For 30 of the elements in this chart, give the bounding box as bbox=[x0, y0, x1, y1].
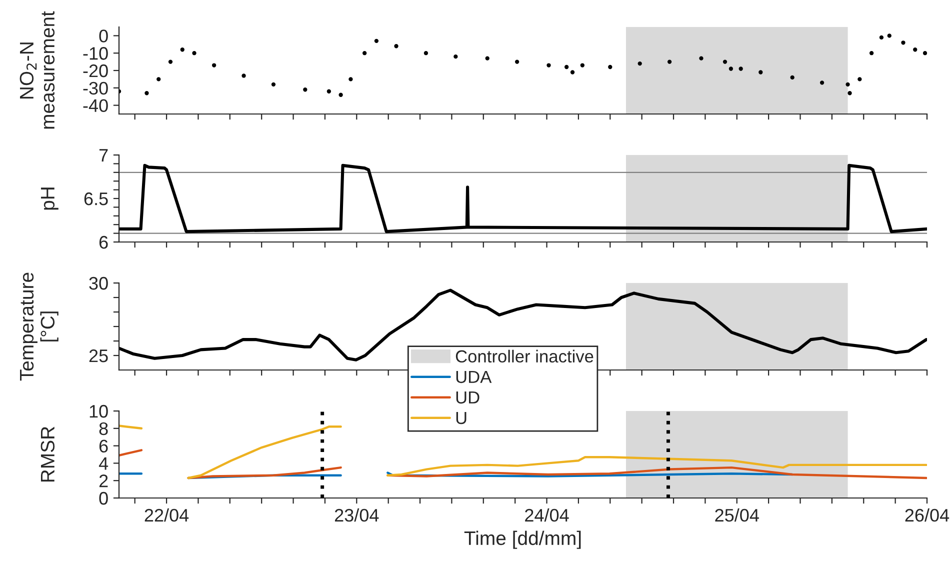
y-tick-label: 2 bbox=[99, 474, 108, 488]
y-tick-label: -10 bbox=[83, 47, 108, 60]
y-axis-title: pH bbox=[40, 188, 58, 210]
y-axis-title: NO$_{2}$-N measurement bbox=[20, 11, 55, 129]
x-tick-label: 23/04 bbox=[334, 508, 379, 522]
y-tick-label: 10 bbox=[90, 404, 108, 418]
legend-label: Controller inactive bbox=[456, 350, 594, 363]
y-tick-label: 30 bbox=[89, 276, 108, 290]
y-tick-label: 8 bbox=[99, 422, 108, 436]
y-tick-label: -20 bbox=[83, 64, 108, 78]
y-axis-title: Temperature [°C] bbox=[20, 272, 58, 381]
y-tick-label: 0 bbox=[99, 492, 108, 505]
y-tick-label: 0 bbox=[99, 30, 108, 42]
y-tick-label: 6 bbox=[99, 440, 108, 453]
x-tick-label: 22/04 bbox=[144, 508, 189, 522]
y-tick-label: -40 bbox=[83, 99, 108, 112]
legend-label: UDA bbox=[456, 370, 492, 384]
y-axis-title: RMSR bbox=[40, 426, 55, 482]
y-tick-label: 6.5 bbox=[84, 192, 108, 206]
x-tick-label: 25/04 bbox=[715, 508, 759, 522]
y-tick-label: 6 bbox=[99, 236, 108, 249]
y-tick-label: 4 bbox=[98, 457, 108, 470]
x-tick-label: 26/04 bbox=[905, 508, 950, 522]
legend-label: UD bbox=[456, 391, 480, 404]
y-tick-label: 7 bbox=[99, 149, 108, 162]
y-tick-label: 25 bbox=[89, 349, 108, 362]
x-axis-title: Time [dd/mm] bbox=[464, 530, 581, 549]
legend-label: U bbox=[456, 412, 466, 424]
x-tick-label: 24/04 bbox=[525, 508, 569, 522]
y-tick-label: -30 bbox=[83, 82, 108, 95]
